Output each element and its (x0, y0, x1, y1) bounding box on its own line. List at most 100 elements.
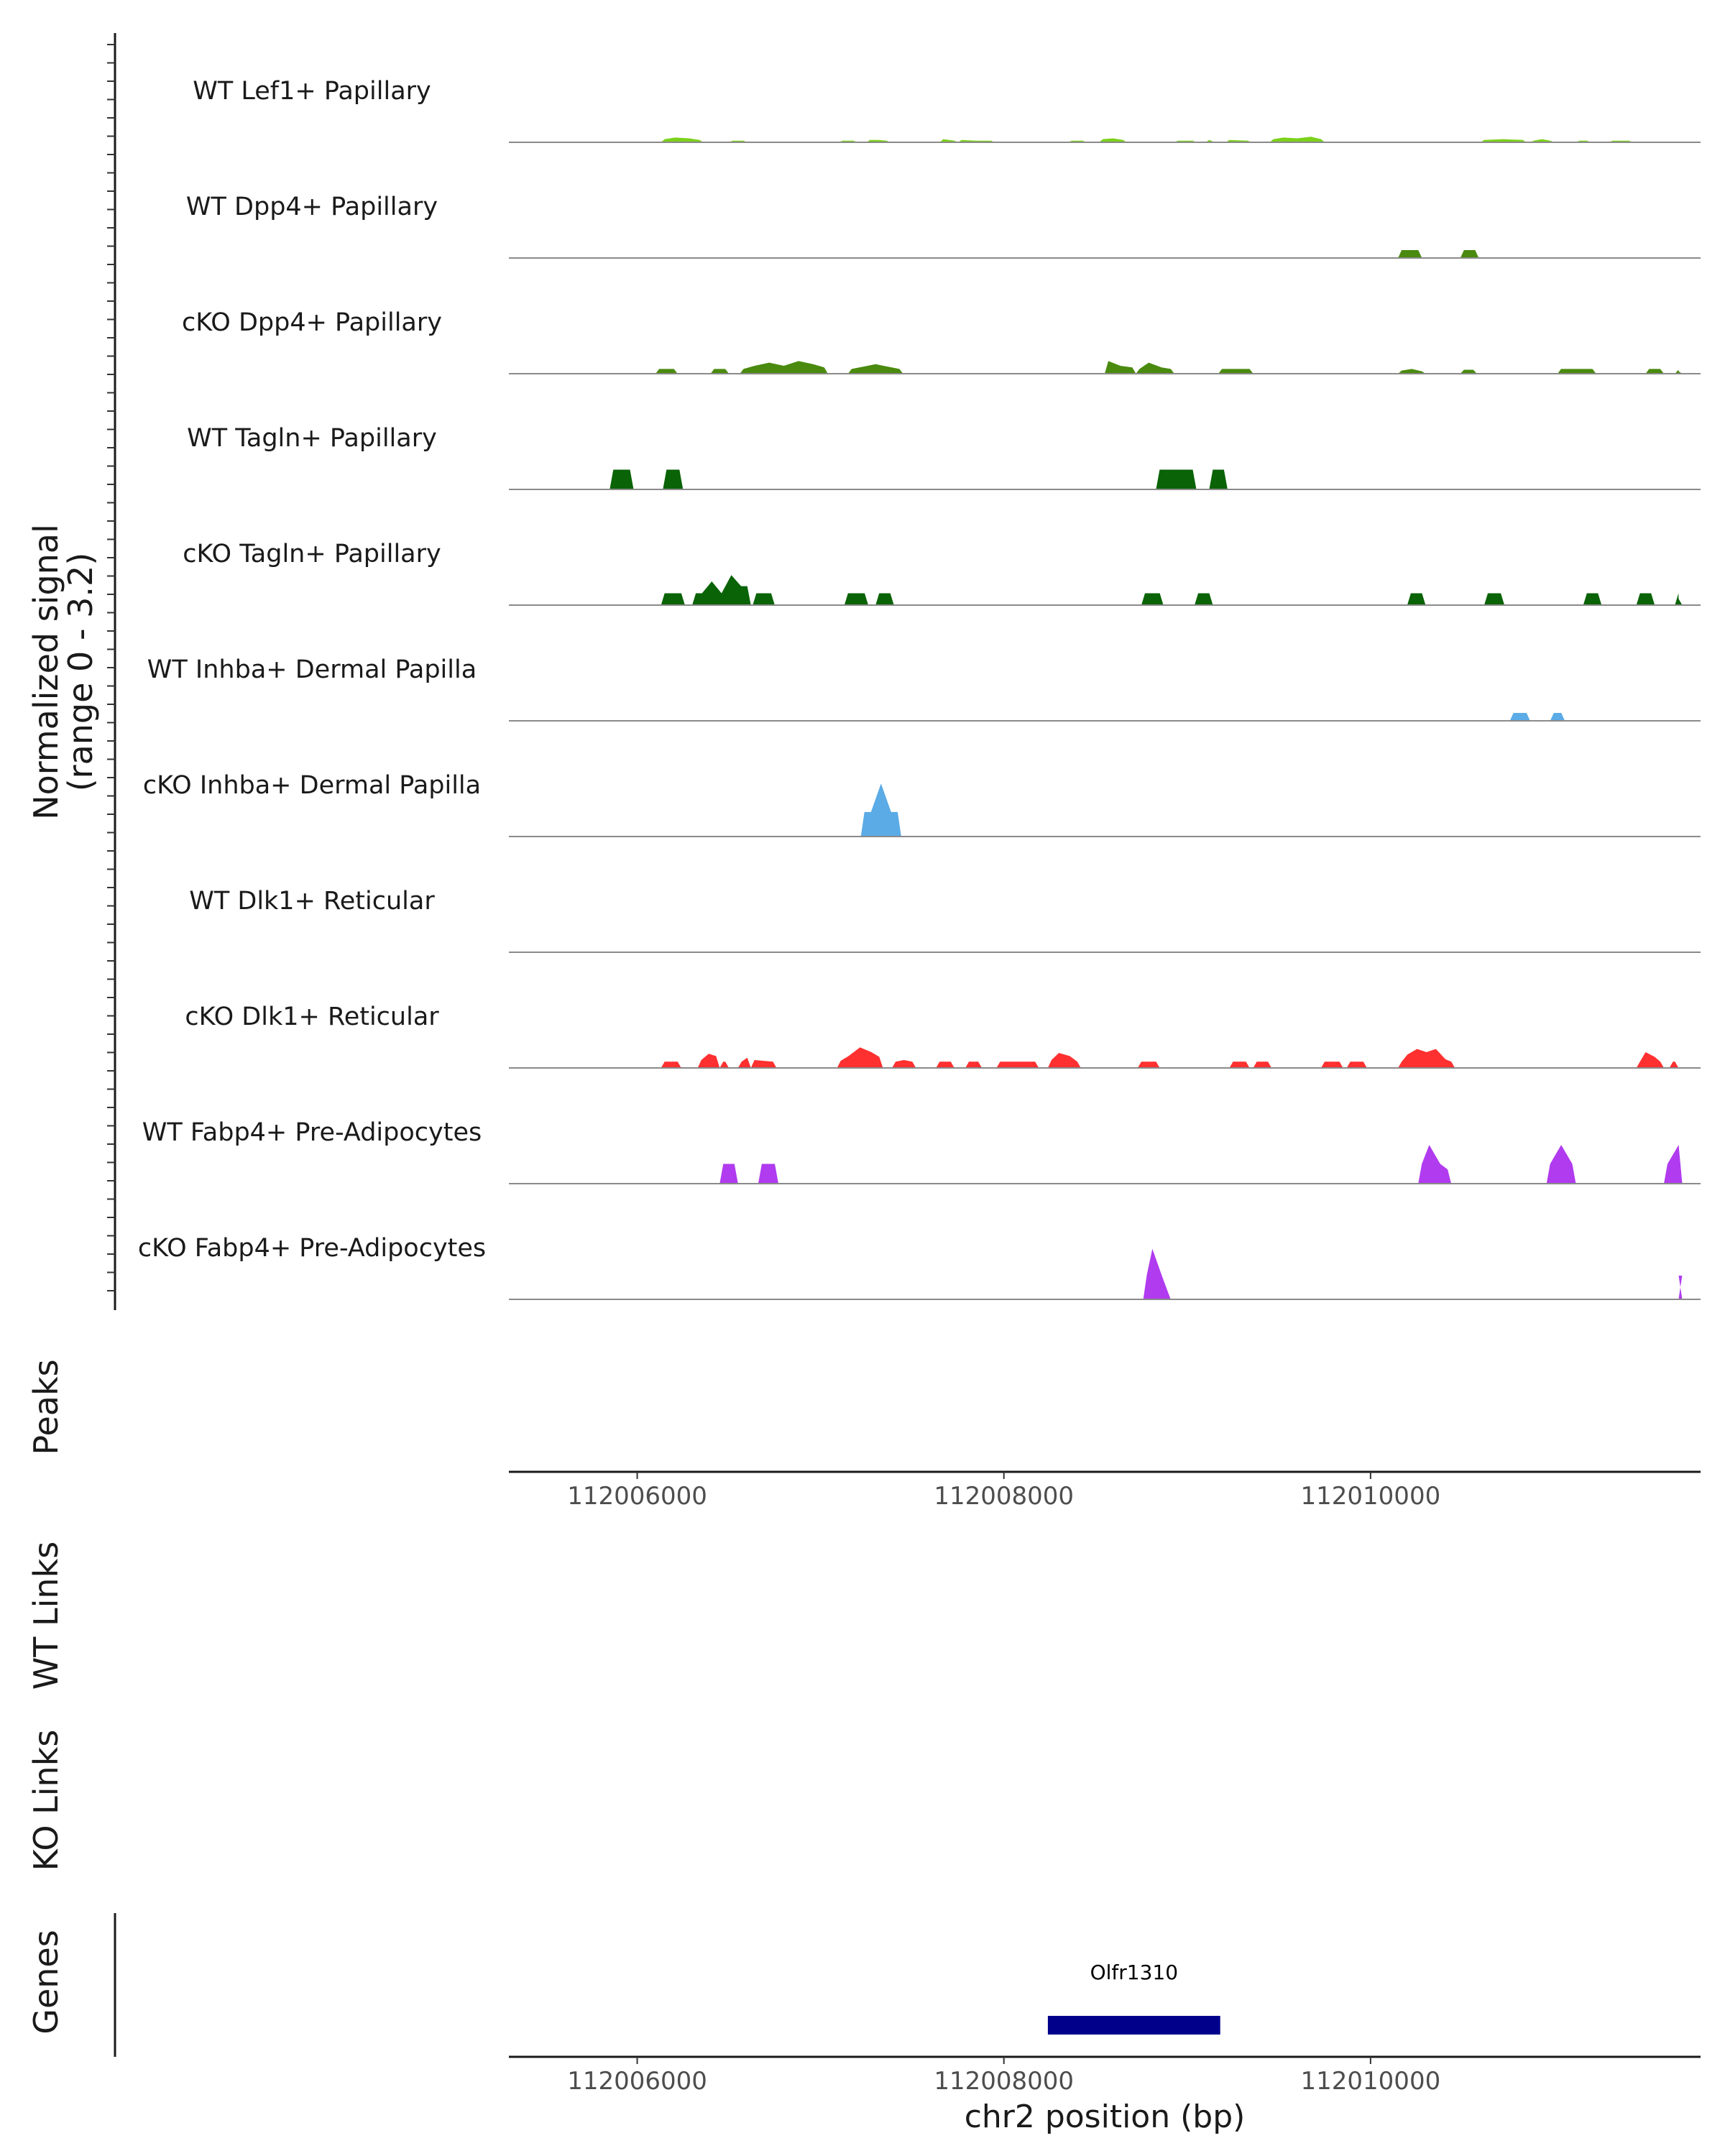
signal-peak (663, 469, 684, 489)
track-label: cKO Inhba+ Dermal Papilla (143, 771, 481, 800)
track-10: WT Fabp4+ Pre-Adipocytes (142, 1118, 1701, 1184)
track-label: cKO Tagln+ Papillary (183, 540, 441, 568)
signal-y-axis (107, 33, 116, 1310)
signal-peak (1407, 593, 1426, 605)
genes-track-label: Genes (27, 1930, 65, 2034)
signal-peak (965, 1061, 983, 1068)
track-label: WT Dpp4+ Papillary (186, 193, 438, 221)
signal-peak (1484, 593, 1505, 605)
signal-peak (1398, 250, 1422, 258)
signal-peak (1136, 362, 1174, 374)
x-tick-label: 112006000 (567, 1482, 707, 1511)
signal-peak (1675, 369, 1683, 374)
x-tick-label: 112010000 (1301, 1482, 1441, 1511)
track-1: WT Lef1+ Papillary (193, 77, 1701, 143)
signal-peak (610, 469, 634, 489)
signal-peak (1418, 1145, 1452, 1184)
track-3: cKO Dpp4+ Papillary (182, 308, 1701, 374)
signal-peak (844, 593, 868, 605)
signal-peak (1099, 138, 1127, 142)
signal-peak (847, 364, 903, 374)
signal-peak (692, 575, 751, 605)
track-label: WT Lef1+ Papillary (193, 77, 431, 106)
signal-peak (1678, 1276, 1683, 1299)
track-label: WT Tagln+ Papillary (187, 424, 437, 453)
coverage-tracks: WT Lef1+ Papillary WT Dpp4+ Papillary cKO … (138, 77, 1701, 1300)
signal-peak (719, 1164, 738, 1184)
signal-peak (1195, 593, 1213, 605)
signal-peak (1550, 713, 1565, 721)
signal-peak (1509, 713, 1530, 721)
signal-peak (697, 1054, 720, 1068)
track-label: cKO Dlk1+ Reticular (185, 1003, 439, 1031)
signal-peak (996, 1061, 1039, 1068)
signal-peak (1209, 469, 1228, 489)
track-6: WT Inhba+ Dermal Papilla (147, 655, 1701, 722)
signal-axis-title: Normalized signal (27, 524, 65, 820)
track-5: cKO Tagln+ Papillary (183, 540, 1701, 606)
track-label: WT Inhba+ Dermal Papilla (147, 655, 477, 684)
track-11: cKO Fabp4+ Pre-Adipocytes (138, 1234, 1701, 1300)
ko-links-track-label: KO Links (27, 1730, 65, 1871)
signal-peak (661, 593, 685, 605)
signal-peak (1047, 1053, 1081, 1068)
signal-peak (1143, 1248, 1171, 1299)
signal-peak (1675, 593, 1683, 605)
signal-peak (875, 593, 894, 605)
signal-peak (1346, 1061, 1367, 1068)
gene-body (1047, 2016, 1220, 2035)
signal-peak (1156, 469, 1197, 489)
signal-peak (1398, 1049, 1455, 1068)
signal-peak (1583, 593, 1602, 605)
signal-peak (1321, 1061, 1343, 1068)
signal-peak (1530, 139, 1554, 142)
genes-x-axis: 112006000 112008000 112010000 (567, 2057, 1440, 2096)
track-2: WT Dpp4+ Papillary (186, 193, 1701, 259)
signal-peak (1636, 1052, 1664, 1068)
peaks-track-label: Peaks (27, 1359, 65, 1455)
track-7: cKO Inhba+ Dermal Papilla (143, 771, 1701, 837)
signal-peak (661, 1061, 681, 1068)
signal-peak (936, 1061, 954, 1068)
signal-peak (1398, 369, 1426, 374)
signal-peak (1105, 361, 1136, 374)
signal-peak (1137, 1061, 1160, 1068)
peaks-x-axis: 112006000 112008000 112010000 (567, 1472, 1440, 1511)
signal-peak (1546, 1145, 1576, 1184)
track-label: cKO Dpp4+ Papillary (182, 308, 442, 337)
signal-peak (719, 1061, 730, 1068)
signal-peak (750, 1060, 777, 1068)
signal-peak (1636, 593, 1655, 605)
track-label: WT Dlk1+ Reticular (189, 887, 435, 916)
signal-peak (1480, 139, 1527, 142)
x-tick-label: 112006000 (567, 2067, 707, 2096)
signal-peak (758, 1164, 778, 1184)
x-axis-title: chr2 position (bp) (965, 2099, 1246, 2135)
track-8: WT Dlk1+ Reticular (189, 887, 1701, 953)
x-tick-label: 112008000 (934, 1482, 1074, 1511)
signal-peak (661, 137, 704, 142)
signal-peak (1229, 1061, 1250, 1068)
signal-peak (860, 783, 901, 837)
signal-peak (656, 369, 678, 374)
signal-peak (1664, 1145, 1683, 1184)
x-tick-label: 112010000 (1301, 2067, 1441, 2096)
signal-peak (737, 1057, 751, 1068)
signal-peak (939, 139, 958, 142)
signal-peak (1669, 1061, 1679, 1068)
signal-peak (710, 369, 730, 374)
track-4: WT Tagln+ Papillary (187, 424, 1701, 490)
signal-peak (740, 361, 828, 374)
gene-annotations: Olfr1310 (1047, 1961, 1220, 2035)
signal-peak (1460, 250, 1479, 258)
signal-peak (892, 1060, 916, 1068)
signal-peak (1645, 369, 1664, 374)
signal-peak (753, 593, 775, 605)
track-label: cKO Fabp4+ Pre-Adipocytes (138, 1234, 486, 1263)
signal-peak (1269, 137, 1325, 142)
signal-peak (1460, 369, 1477, 374)
signal-peak (1253, 1061, 1272, 1068)
wt-links-track-label: WT Links (27, 1542, 65, 1690)
signal-peak (1218, 369, 1254, 374)
